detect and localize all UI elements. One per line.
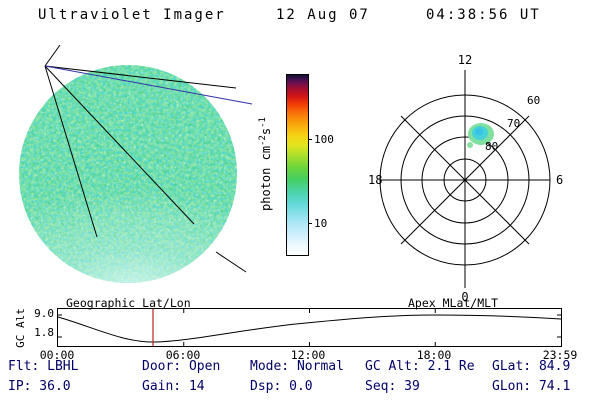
- aurora-patch: [467, 123, 494, 148]
- xtick-2359: 23:59: [542, 348, 578, 362]
- colorbar-unit-label: photon cm-2s-1: [258, 117, 273, 211]
- mlt-label-0: 0: [461, 290, 468, 304]
- ytick-1-8: 1.8: [34, 326, 54, 339]
- status-seq: Seq: 39: [365, 379, 420, 394]
- xtick-1200: 12:00: [290, 348, 326, 362]
- xtick-0600: 06:00: [165, 348, 201, 362]
- status-gain: Gain: 14: [142, 379, 205, 394]
- fov-line-right: [44, 65, 237, 89]
- fov-lines: [44, 44, 247, 273]
- mlt-label-18: 18: [368, 173, 382, 187]
- colorbar-tick-100: [308, 139, 312, 140]
- fov-line-blue: [44, 65, 253, 105]
- xtick-0000: 00:00: [39, 348, 75, 362]
- gc-alt-curve: [57, 314, 562, 343]
- polar-rings: [379, 70, 551, 288]
- status-mode: Mode: Normal: [250, 359, 344, 374]
- status-ip: IP: 36.0: [8, 379, 71, 394]
- gc-alt-plot: [57, 308, 562, 347]
- status-flt: Flt: LBHL: [8, 359, 79, 374]
- status-glon: GLon: 74.1: [492, 379, 571, 394]
- status-glat: GLat: 84.9: [492, 359, 571, 374]
- colorbar-label-10: 10: [314, 217, 328, 230]
- limb-tick-line: [215, 251, 247, 273]
- page-title: Ultraviolet Imager: [38, 7, 226, 23]
- colorbar-tick-10: [308, 223, 312, 224]
- mlt-label-6: 6: [556, 173, 563, 187]
- timeline-title-left: Geographic Lat/Lon: [66, 296, 191, 310]
- timeline-ylabel: GC Alt: [14, 308, 27, 348]
- status-door: Door: Open: [142, 359, 221, 374]
- fov-line-up: [44, 44, 61, 67]
- unit-mid: s: [259, 127, 273, 136]
- uv-disk-image: [19, 44, 253, 283]
- mlat-label-60: 60: [527, 94, 540, 107]
- ytick-9: 9.0: [34, 307, 54, 320]
- time-label: 04:38:56 UT: [426, 7, 541, 23]
- fov-line-down: [44, 65, 98, 238]
- timeline-title-right: Apex MLat/MLT: [408, 296, 499, 310]
- polar-dial: 12 0 18 6 60 70 80: [368, 53, 563, 304]
- unit-exp-1: -1: [258, 117, 268, 128]
- disk-limb-brightening: [19, 162, 237, 283]
- status-gcalt: GC Alt: 2.1 Re: [365, 359, 475, 374]
- disk-emission-texture: [19, 65, 237, 283]
- colorbar: [286, 74, 309, 256]
- axis-ticks: [58, 309, 561, 346]
- unit-prefix: photon cm: [259, 145, 273, 211]
- aurora-peak: [475, 128, 483, 136]
- mlt-label-12: 12: [458, 53, 472, 67]
- gc-alt-curve-svg: [57, 309, 562, 346]
- unit-exp-2: -2: [258, 135, 268, 146]
- colorbar-label-100: 100: [314, 133, 334, 146]
- status-dsp: Dsp: 0.0: [250, 379, 313, 394]
- mlat-label-80: 80: [485, 140, 498, 153]
- spoke-diag-2: [400, 115, 530, 245]
- aurora-spot: [467, 142, 473, 148]
- fov-line-diagonal: [44, 65, 195, 225]
- mlat-label-70: 70: [507, 117, 520, 130]
- xtick-1800: 18:00: [416, 348, 452, 362]
- date-label: 12 Aug 07: [276, 7, 370, 23]
